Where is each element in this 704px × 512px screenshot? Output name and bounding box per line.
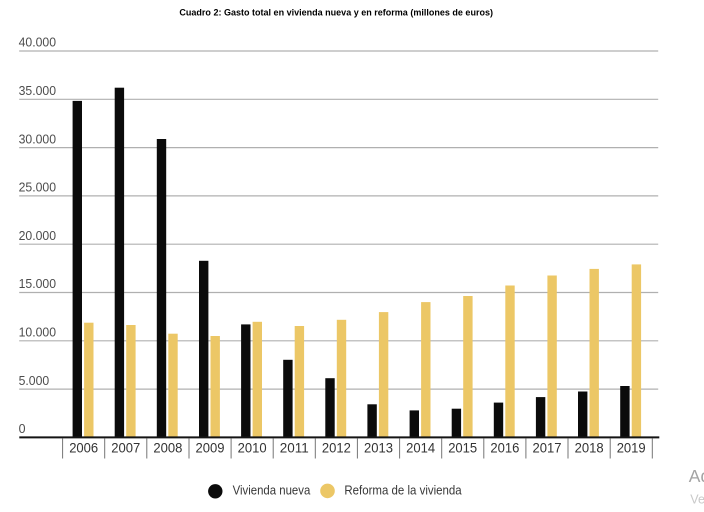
- svg-text:Reforma de la vivienda: Reforma de la vivienda: [344, 483, 461, 497]
- svg-text:2019: 2019: [617, 441, 646, 456]
- svg-text:20.000: 20.000: [19, 229, 56, 243]
- svg-text:2014: 2014: [406, 441, 435, 456]
- svg-text:Cuadro 2: Gasto total en vivie: Cuadro 2: Gasto total en vivienda nueva …: [179, 8, 493, 18]
- svg-text:2008: 2008: [153, 441, 182, 456]
- svg-text:Ado: Ado: [689, 466, 704, 486]
- svg-text:2013: 2013: [364, 441, 393, 456]
- svg-text:2012: 2012: [322, 441, 351, 456]
- svg-text:2015: 2015: [448, 441, 477, 456]
- svg-text:40.000: 40.000: [19, 36, 56, 50]
- svg-text:Vivienda nueva: Vivienda nueva: [233, 483, 311, 497]
- svg-text:15.000: 15.000: [19, 277, 56, 291]
- svg-text:2006: 2006: [69, 441, 98, 456]
- svg-text:10.000: 10.000: [19, 326, 56, 340]
- svg-text:2018: 2018: [575, 441, 604, 456]
- svg-text:2009: 2009: [196, 441, 225, 456]
- svg-text:0: 0: [19, 422, 26, 436]
- svg-text:2007: 2007: [111, 441, 140, 456]
- svg-text:30.000: 30.000: [19, 132, 56, 146]
- svg-text:5.000: 5.000: [19, 374, 50, 388]
- svg-text:2011: 2011: [280, 441, 309, 456]
- svg-text:2016: 2016: [490, 441, 519, 456]
- svg-text:2017: 2017: [533, 441, 562, 456]
- svg-text:25.000: 25.000: [19, 181, 56, 195]
- svg-text:35.000: 35.000: [19, 84, 56, 98]
- svg-text:2010: 2010: [238, 441, 267, 456]
- svg-text:Ver: Ver: [690, 492, 704, 506]
